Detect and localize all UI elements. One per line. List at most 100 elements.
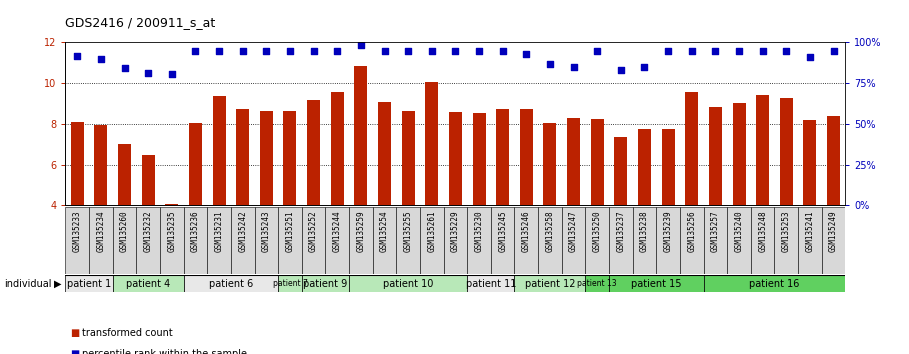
Point [590, 48, 604, 53]
Text: GSM135250: GSM135250 [593, 210, 602, 252]
Text: GSM135253: GSM135253 [782, 210, 791, 252]
Bar [284, 111, 296, 205]
Point [755, 48, 770, 53]
Bar [302, 275, 349, 292]
Text: GSM135245: GSM135245 [498, 210, 507, 252]
Bar [449, 112, 462, 205]
Point [377, 48, 392, 53]
Text: GSM135261: GSM135261 [427, 210, 436, 252]
Bar [544, 123, 556, 205]
Point [543, 61, 557, 67]
Bar [567, 118, 580, 205]
Bar [656, 207, 680, 274]
Text: patient 12: patient 12 [524, 279, 575, 289]
Bar [65, 207, 89, 274]
Text: GSM135229: GSM135229 [451, 210, 460, 252]
Bar [751, 207, 774, 274]
Point [354, 42, 368, 47]
Point [401, 48, 415, 53]
Text: GSM135259: GSM135259 [356, 210, 365, 252]
Bar [562, 207, 585, 274]
Bar [609, 207, 633, 274]
Text: GSM135258: GSM135258 [545, 210, 554, 252]
Text: patient 16: patient 16 [749, 279, 800, 289]
Text: GSM135230: GSM135230 [474, 210, 484, 252]
Text: percentile rank within the sample: percentile rank within the sample [82, 349, 247, 354]
Point [661, 48, 675, 53]
Bar [378, 102, 391, 205]
Bar [71, 122, 84, 205]
Text: GDS2416 / 200911_s_at: GDS2416 / 200911_s_at [65, 16, 215, 29]
Bar [255, 207, 278, 274]
Text: GSM135239: GSM135239 [664, 210, 673, 252]
Text: GSM135232: GSM135232 [144, 210, 153, 252]
Text: patient 11: patient 11 [465, 279, 516, 289]
Bar [142, 155, 155, 205]
Bar [704, 275, 845, 292]
Text: GSM135238: GSM135238 [640, 210, 649, 252]
Text: ■: ■ [70, 328, 79, 338]
Bar [827, 116, 840, 205]
Bar [609, 275, 704, 292]
Point [235, 48, 250, 53]
Point [519, 51, 534, 57]
Bar [473, 113, 485, 205]
Point [283, 48, 297, 53]
Bar [89, 207, 113, 274]
Text: ■: ■ [70, 349, 79, 354]
Bar [633, 207, 656, 274]
Text: GSM135256: GSM135256 [687, 210, 696, 252]
Bar [231, 207, 255, 274]
Bar [331, 92, 344, 205]
Bar [113, 207, 136, 274]
Point [566, 64, 581, 70]
Bar [184, 275, 278, 292]
Text: patient 7: patient 7 [273, 279, 307, 288]
Bar [822, 207, 845, 274]
Bar [236, 109, 249, 205]
Bar [538, 207, 562, 274]
Point [306, 48, 321, 53]
Text: GSM135236: GSM135236 [191, 210, 200, 252]
Text: GSM135242: GSM135242 [238, 210, 247, 252]
Bar [207, 207, 231, 274]
Bar [798, 207, 822, 274]
Text: GSM135241: GSM135241 [805, 210, 814, 252]
Text: patient 15: patient 15 [631, 279, 682, 289]
Bar [727, 207, 751, 274]
Bar [638, 129, 651, 205]
Bar [514, 207, 538, 274]
Bar [213, 96, 225, 205]
Bar [95, 125, 107, 205]
Point [495, 48, 510, 53]
Bar [614, 137, 627, 205]
Bar [278, 275, 302, 292]
Bar [349, 207, 373, 274]
Text: GSM135255: GSM135255 [404, 210, 413, 252]
Point [614, 67, 628, 73]
Point [448, 48, 463, 53]
Bar [165, 204, 178, 205]
Point [70, 53, 85, 58]
Bar [373, 207, 396, 274]
Text: GSM135251: GSM135251 [285, 210, 295, 252]
Text: individual: individual [4, 279, 51, 289]
Text: patient 4: patient 4 [126, 279, 170, 289]
Bar [520, 109, 533, 205]
Point [188, 48, 203, 53]
Point [826, 48, 841, 53]
Bar [278, 207, 302, 274]
Bar [425, 82, 438, 205]
Text: GSM135260: GSM135260 [120, 210, 129, 252]
Bar [585, 207, 609, 274]
Point [425, 48, 439, 53]
Bar [189, 123, 202, 205]
Text: GSM135231: GSM135231 [215, 210, 224, 252]
Bar [491, 207, 514, 274]
Bar [680, 207, 704, 274]
Bar [685, 92, 698, 205]
Text: GSM135237: GSM135237 [616, 210, 625, 252]
Text: GSM135254: GSM135254 [380, 210, 389, 252]
Point [779, 48, 794, 53]
Bar [349, 275, 467, 292]
